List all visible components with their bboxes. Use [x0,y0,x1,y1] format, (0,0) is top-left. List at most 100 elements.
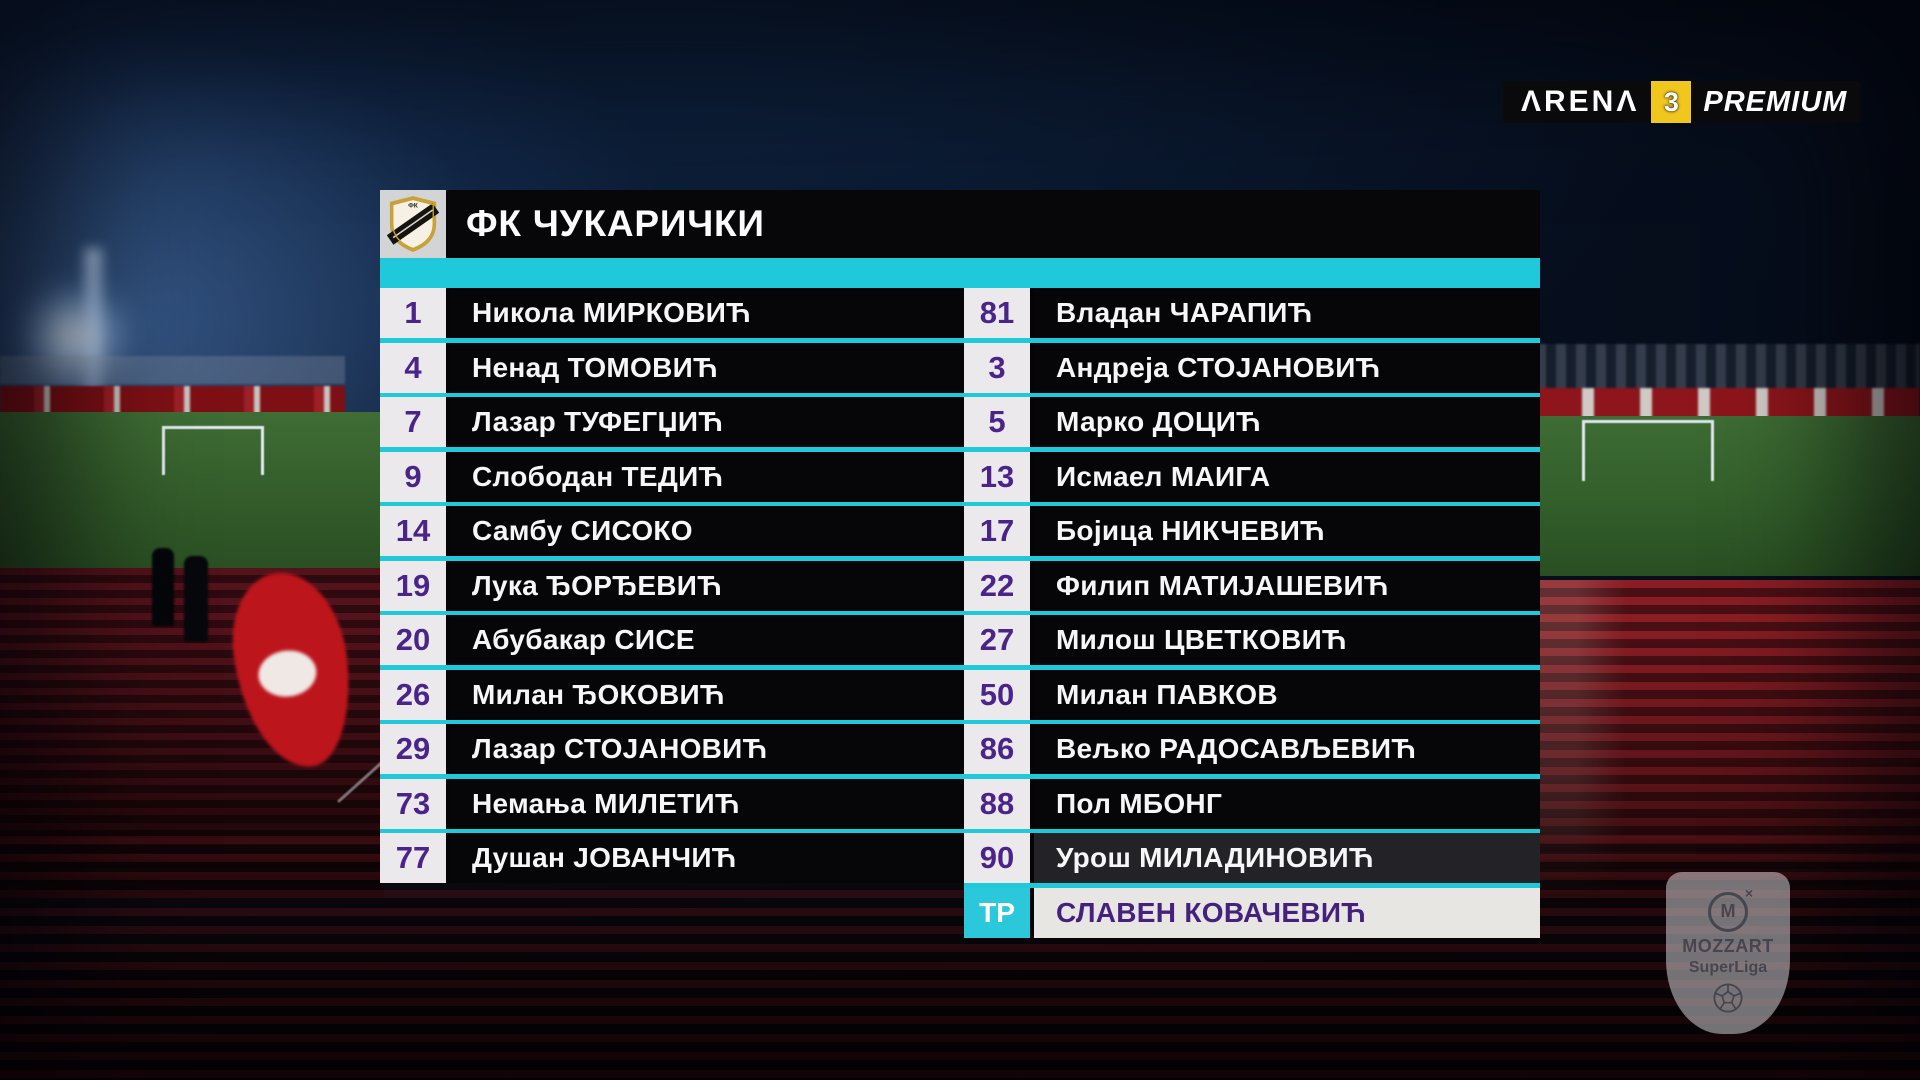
channel-number-badge: 3 [1651,81,1692,123]
player-name-cell: Абубакар СИСЕ [450,615,960,665]
player-number-cell: 3 [964,342,1030,393]
goal-frame-left [162,426,264,475]
cell-gap [1030,506,1034,556]
player-name-cell: Самбу СИСОКО [450,506,960,556]
football-icon [1713,982,1743,1013]
player-name-cell: Ненад ТОМОВИЋ [450,342,960,393]
row-separator [380,556,1540,561]
player-number-cell: 26 [380,669,446,720]
pitch-left [0,412,384,570]
broadcaster-tier: PREMIUM [1703,85,1848,118]
lineup-panel: ФК ФК ЧУКАРИЧКИ 1 Никола МИРКОВИЋ 81 Владан… [380,190,1540,938]
row-separator [380,392,1540,397]
empty-cell [450,888,960,938]
lineup-rows: 1 Никола МИРКОВИЋ 81 Владан ЧАРАПИЋ 4 Ненад Т… [380,288,1540,938]
lineup-row: 1 Никола МИРКОВИЋ 81 Владан ЧАРАПИЋ [380,288,1540,338]
player-name-cell: Милан ПАВКОВ [1034,669,1540,720]
lineup-row: 77 Душан ЈОВАНЧИЋ 90 Урош МИЛАДИНОВИЋ [380,833,1540,883]
accent-band [380,258,1540,288]
player-number-cell: 50 [964,669,1030,720]
player-number-cell: 90 [964,833,1030,883]
player-name-cell: Пол МБОНГ [1034,778,1540,829]
league-watermark: M × MOZZART SuperLiga [1666,872,1790,1034]
broadcaster-brand: ΛRENΛ [1521,85,1640,118]
right-stand-banners [1536,344,1920,420]
cell-gap [960,833,964,883]
row-separator [380,447,1540,452]
cell-gap [446,451,450,502]
row-separator [380,338,1540,343]
coach-name-cell: СЛАВЕН КОВАЧЕВИЋ [1034,887,1540,938]
cell-gap [446,724,450,774]
cell-gap [1030,288,1034,338]
cell-gap [1030,560,1034,611]
lineup-row: 20 Абубакар СИСЕ 27 Милош ЦВЕТКОВИЋ [380,615,1540,665]
row-separator [380,828,1540,833]
player-number-cell: 14 [380,506,446,556]
cell-gap [960,342,964,393]
player-number-cell: 29 [380,724,446,774]
watermark-brand: MOZZART [1682,935,1774,956]
cell-gap [446,288,450,338]
cell-gap [446,560,450,611]
player-number-cell: 13 [964,451,1030,502]
player-name-cell: Милош ЦВЕТКОВИЋ [1034,615,1540,665]
player-number-cell: 81 [964,288,1030,338]
player-number-cell: 1 [380,288,446,338]
monogram-mark: × [1744,884,1753,901]
row-separator [380,665,1540,670]
cell-gap [960,506,964,556]
team-title: ФК ЧУКАРИЧКИ [466,203,765,244]
player-name-cell: Немања МИЛЕТИЋ [450,778,960,829]
cell-gap [1030,887,1034,938]
lineup-row: 9 Слободан ТЕДИЋ 13 Исмаел МАИГА [380,451,1540,502]
lineup-row: 73 Немања МИЛЕТИЋ 88 Пол МБОНГ [380,778,1540,829]
player-name-cell: Бојица НИКЧЕВИЋ [1034,506,1540,556]
player-number-cell: 4 [380,342,446,393]
club-badge: ФК [380,190,446,258]
player-number-cell: 7 [380,397,446,447]
lineup-row: 26 Милан ЂОКОВИЋ 50 Милан ПАВКОВ [380,669,1540,720]
cell-gap [1030,397,1034,447]
cell-gap [1030,724,1034,774]
player-number-cell: 86 [964,724,1030,774]
cell-gap [1030,615,1034,665]
cell-gap [960,560,964,611]
cell-gap [446,833,450,883]
cell-gap [446,397,450,447]
panel-header: ФК ФК ЧУКАРИЧКИ [380,190,1540,258]
player-number-cell: 77 [380,833,446,883]
player-name-cell: Лазар СТОЈАНОВИЋ [450,724,960,774]
crowd-silhouette [152,548,174,626]
cell-gap [960,288,964,338]
cell-gap [960,615,964,665]
player-name-cell: Душан ЈОВАНЧИЋ [450,833,960,883]
player-name-cell: Марко ДОЦИЋ [1034,397,1540,447]
goal-frame-right [1582,420,1714,481]
row-separator [380,501,1540,506]
player-name-cell: Вељко РАДОСАВЉЕВИЋ [1034,724,1540,774]
player-number-cell: 9 [380,451,446,502]
watermark-league: SuperLiga [1688,958,1768,976]
row-separator [380,774,1540,779]
player-name-cell: Исмаел МАИГА [1034,451,1540,502]
panel-title-bar: ФК ЧУКАРИЧКИ [446,190,1540,258]
player-name-cell: Лука ЂОРЂЕВИЋ [450,560,960,611]
cell-gap [960,669,964,720]
row-separator [964,883,1540,888]
player-number-cell: 19 [380,560,446,611]
crowd-silhouette [184,556,208,642]
cell-gap [960,724,964,774]
cell-gap [1030,451,1034,502]
left-stand-banners [0,356,345,418]
player-name-cell: Урош МИЛАДИНОВИЋ [1034,833,1540,883]
empty-cell [380,888,446,938]
cell-gap [960,397,964,447]
player-number-cell: 73 [380,778,446,829]
player-number-cell: 88 [964,778,1030,829]
cell-gap [446,778,450,829]
cell-gap [960,451,964,502]
lineup-row: 19 Лука ЂОРЂЕВИЋ 22 Филип МАТИЈАШЕВИЋ [380,560,1540,611]
row-separator [380,610,1540,615]
